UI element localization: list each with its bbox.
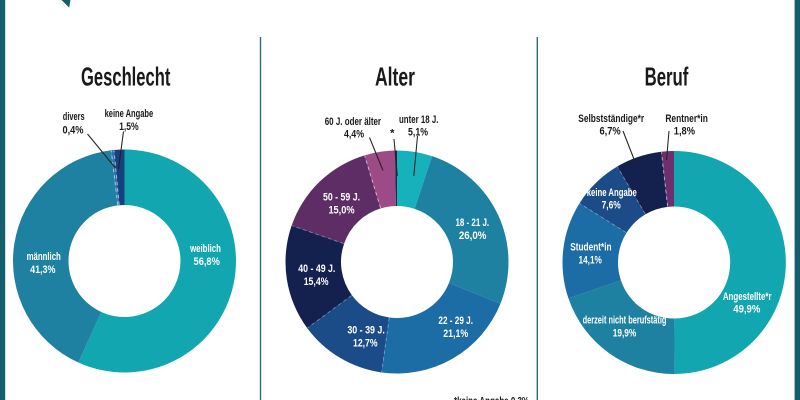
svg-text:56,8%: 56,8% — [194, 256, 220, 268]
svg-text:keine Angabe: keine Angabe — [105, 108, 154, 120]
svg-text:weiblich: weiblich — [189, 243, 221, 255]
svg-text:Student*in: Student*in — [570, 242, 611, 254]
svg-text:*: * — [390, 128, 395, 140]
svg-text:49,9%: 49,9% — [733, 303, 760, 315]
svg-text:15,0%: 15,0% — [328, 205, 354, 217]
svg-text:50 - 59 J.: 50 - 59 J. — [323, 192, 360, 204]
svg-text:Angestellte*r: Angestellte*r — [723, 291, 772, 303]
svg-text:5,1%: 5,1% — [408, 126, 428, 138]
svg-text:30 - 39 J.: 30 - 39 J. — [347, 324, 385, 336]
svg-text:Alter: Alter — [375, 61, 415, 91]
svg-text:derzeit nicht berufstätig: derzeit nicht berufstätig — [583, 314, 667, 326]
svg-text:Geschlecht: Geschlecht — [81, 61, 171, 91]
svg-text:6,7%: 6,7% — [600, 125, 621, 137]
svg-text:unter 18 J.: unter 18 J. — [399, 114, 438, 126]
svg-text:1,5%: 1,5% — [119, 121, 139, 133]
svg-text:22 - 29 J.: 22 - 29 J. — [438, 315, 473, 327]
svg-text:1,8%: 1,8% — [674, 125, 695, 137]
svg-text:4,4%: 4,4% — [344, 129, 364, 141]
svg-text:21,1%: 21,1% — [443, 328, 468, 340]
svg-text:12,7%: 12,7% — [353, 337, 378, 349]
svg-text:7,6%: 7,6% — [602, 200, 621, 212]
svg-text:15,4%: 15,4% — [304, 276, 329, 288]
svg-text:*keine Angabe 0,3%: *keine Angabe 0,3% — [454, 396, 529, 400]
svg-text:Selbstständige*r: Selbstständige*r — [578, 113, 644, 125]
svg-text:männlich: männlich — [27, 251, 61, 263]
svg-text:60 J. oder älter: 60 J. oder älter — [325, 116, 382, 128]
svg-text:26,0%: 26,0% — [459, 230, 487, 242]
svg-text:Beruf: Beruf — [645, 61, 689, 91]
svg-text:keine Angabe: keine Angabe — [587, 187, 637, 199]
svg-text:divers: divers — [63, 111, 85, 123]
svg-text:0,4%: 0,4% — [63, 124, 84, 136]
svg-text:41,3%: 41,3% — [30, 264, 55, 276]
svg-text:40 - 49 J.: 40 - 49 J. — [298, 263, 335, 275]
svg-text:14,1%: 14,1% — [579, 255, 602, 267]
svg-text:18 - 21 J.: 18 - 21 J. — [455, 217, 489, 229]
svg-text:19,9%: 19,9% — [613, 327, 636, 339]
svg-text:Rentner*in: Rentner*in — [665, 113, 708, 125]
